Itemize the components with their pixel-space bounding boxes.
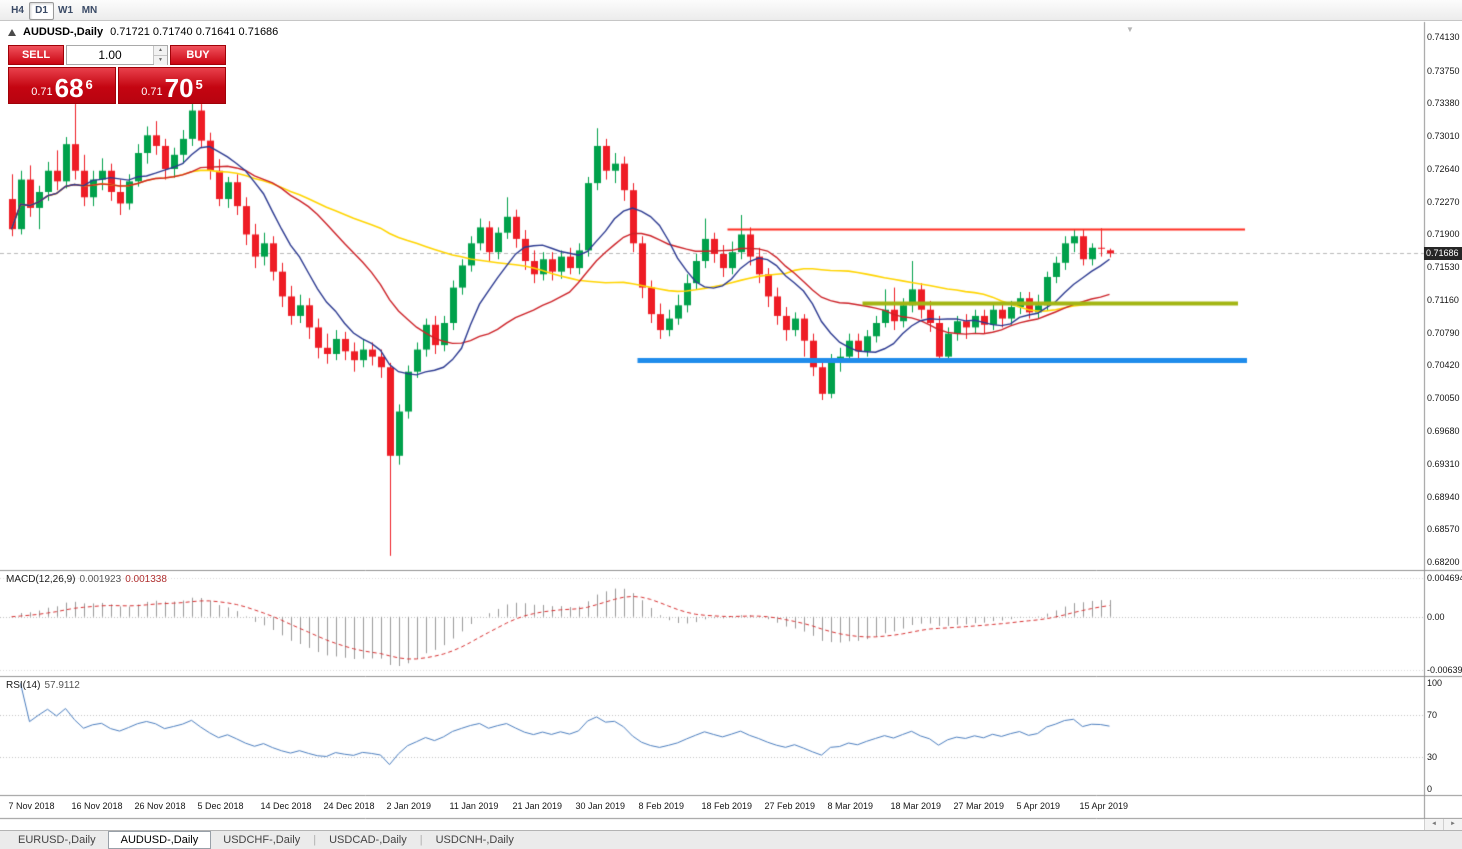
buy-price-prefix: 0.71 <box>141 86 163 98</box>
chart-ohlc-values: 0.71721 0.71740 0.71641 0.71686 <box>110 26 279 38</box>
sell-price-tile[interactable]: 0.71 68 6 <box>8 67 116 104</box>
tab-separator: | <box>419 834 423 846</box>
chart-canvas[interactable] <box>0 0 1462 830</box>
sell-price-prefix: 0.71 <box>31 86 53 98</box>
buy-button[interactable]: BUY <box>170 45 226 65</box>
rsi-label: RSI(14) 57.9112 <box>6 680 80 691</box>
macd-label: MACD(12,26,9) 0.001923 0.001338 <box>6 574 167 585</box>
rsi-name: RSI(14) <box>6 680 41 691</box>
timeframe-toolbar: H4 D1 W1 MN <box>0 0 1462 21</box>
scroll-left-button[interactable]: ◄ <box>1424 819 1443 830</box>
scroll-right-button[interactable]: ► <box>1443 819 1462 830</box>
buy-price-pip: 5 <box>195 77 203 92</box>
current-price-badge: 0.71686 <box>1424 247 1462 261</box>
sell-price-big: 68 <box>54 73 84 103</box>
chart-tab-usdcad[interactable]: USDCAD-,Daily <box>329 834 407 846</box>
chart-tabbar: EURUSD-,Daily AUDUSD-,Daily USDCHF-,Daily |… <box>0 830 1462 849</box>
chart-tab-audusd[interactable]: AUDUSD-,Daily <box>107 831 212 849</box>
sell-price-pip: 6 <box>85 77 93 92</box>
chart-tab-eurusd[interactable]: EURUSD-,Daily <box>18 834 96 846</box>
volume-input[interactable] <box>67 46 167 64</box>
chart-symbol-label: AUDUSD-,Daily <box>23 26 104 38</box>
volume-spinner: ▲ ▼ <box>153 46 167 65</box>
buy-price-tile[interactable]: 0.71 70 5 <box>118 67 226 104</box>
volume-decrease-button[interactable]: ▼ <box>154 56 167 65</box>
volume-increase-button[interactable]: ▲ <box>154 46 167 56</box>
sell-button[interactable]: SELL <box>8 45 64 65</box>
chart-shift-marker-icon[interactable]: ▼ <box>1126 25 1134 34</box>
timeframe-d1-button[interactable]: D1 <box>29 2 54 20</box>
macd-name: MACD(12,26,9) <box>6 574 76 585</box>
tab-separator: | <box>313 834 317 846</box>
timeframe-w1-button[interactable]: W1 <box>58 5 73 16</box>
buy-price-big: 70 <box>164 73 194 103</box>
one-click-trading-toggle-icon[interactable] <box>8 28 16 36</box>
macd-value-main: 0.001923 <box>79 574 122 585</box>
macd-value-signal: 0.001338 <box>125 574 167 585</box>
chart-tab-usdcnh[interactable]: USDCNH-,Daily <box>435 834 514 846</box>
timeframe-mn-button[interactable]: MN <box>81 5 98 16</box>
timeframe-h4-button[interactable]: H4 <box>11 5 24 16</box>
rsi-value: 57.9112 <box>44 680 80 691</box>
chart-title: AUDUSD-,Daily 0.71721 0.71740 0.71641 0.… <box>8 26 278 38</box>
horizontal-scrollbar: ◄ ► <box>1424 819 1462 830</box>
chart-tab-usdchf[interactable]: USDCHF-,Daily <box>223 834 301 846</box>
volume-field: ▲ ▼ <box>66 45 168 65</box>
one-click-trading-panel: SELL ▲ ▼ BUY 0.71 68 6 0.71 70 5 <box>8 45 226 104</box>
